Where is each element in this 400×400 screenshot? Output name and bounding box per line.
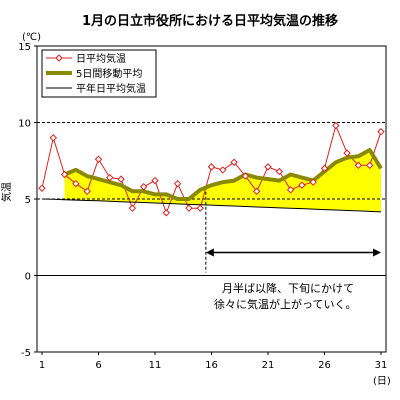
data-point — [128, 204, 137, 212]
data-point — [264, 163, 272, 171]
y-tick-label: 0 — [25, 272, 31, 283]
series-line-2 — [41, 198, 382, 213]
data-point — [207, 163, 216, 171]
annotation-line-1: 月半ば以降、下旬にかけて — [222, 281, 354, 295]
data-point — [343, 149, 351, 157]
data-point — [185, 204, 193, 212]
y-tick-label: 5 — [25, 195, 31, 206]
y-tick-label: 15 — [18, 42, 31, 53]
legend-label-daily: 日平均気温 — [76, 52, 126, 65]
legend-label-moving-average: 5日間移動平均 — [76, 67, 142, 80]
x-tick-label: 1 — [39, 360, 45, 371]
data-point — [286, 186, 295, 194]
data-point — [309, 178, 317, 186]
data-point — [162, 209, 171, 217]
annotation-arrowhead-right — [373, 248, 381, 257]
legend-label-normal: 平年日平均気温 — [76, 82, 146, 95]
x-tick-label: 6 — [95, 360, 101, 371]
chart-title: 1月の日立市役所における日平均気温の推移 — [82, 13, 338, 29]
data-point — [173, 179, 182, 188]
x-tick-label: 16 — [205, 360, 218, 371]
data-point — [139, 183, 148, 191]
data-point — [219, 166, 227, 174]
data-point — [106, 173, 114, 182]
data-point — [320, 164, 329, 173]
data-point — [49, 134, 58, 142]
y-axis-label: 気温 — [0, 182, 13, 202]
data-point — [60, 170, 69, 179]
x-tick-label: 26 — [318, 360, 331, 371]
data-point — [354, 161, 363, 170]
data-point — [230, 158, 238, 166]
data-point — [94, 155, 103, 163]
data-point — [83, 187, 91, 196]
data-point — [72, 179, 80, 188]
legend: 日平均気温 5日間移動平均 平年日平均気温 — [41, 49, 157, 98]
data-point — [252, 187, 261, 196]
x-unit-label: (日) — [373, 376, 391, 387]
data-point — [38, 184, 46, 192]
data-point — [377, 127, 385, 136]
x-tick-label: 31 — [375, 360, 388, 371]
data-point — [151, 176, 159, 185]
data-point — [365, 161, 374, 170]
data-point — [332, 121, 340, 130]
x-tick-label: 11 — [149, 360, 162, 371]
data-point — [117, 175, 125, 183]
y-tick-label: -5 — [21, 348, 31, 359]
data-point — [275, 167, 284, 176]
data-point — [298, 181, 306, 189]
y-unit-label: (℃) — [22, 32, 41, 43]
data-point — [241, 172, 250, 180]
annotation-arrowhead-left — [205, 248, 214, 257]
data-point — [196, 204, 204, 212]
legend-marker-daily — [55, 54, 63, 62]
annotation-line-2: 徐々に気温が上がっていく。 — [214, 297, 356, 311]
x-tick-label: 21 — [262, 360, 275, 371]
series-line-1 — [63, 148, 383, 201]
fill-area-above-normal — [64, 150, 381, 212]
y-tick-label: 10 — [18, 119, 31, 130]
